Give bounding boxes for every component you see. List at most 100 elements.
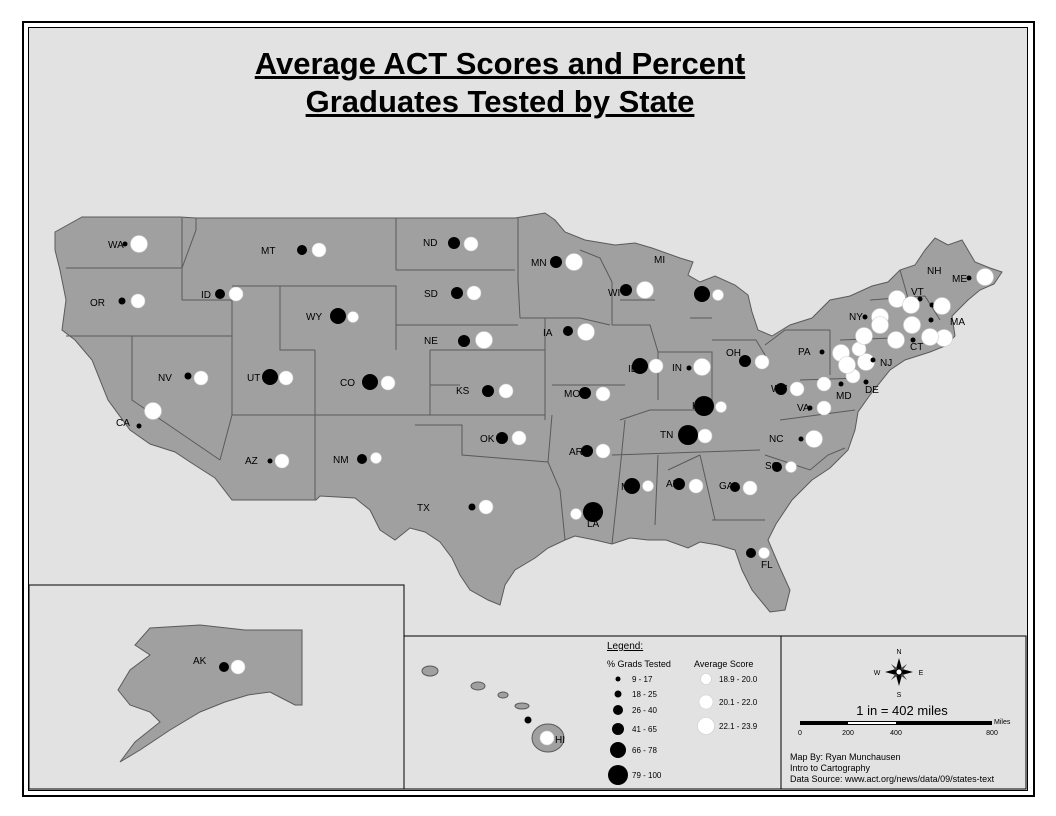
tested-symbol-ga — [730, 482, 740, 492]
tested-symbol-il — [632, 358, 648, 374]
tested-symbol-tx — [468, 503, 476, 511]
score-symbol-ga — [742, 480, 758, 496]
tested-symbol-tn — [678, 425, 698, 445]
scale-tick-200: 200 — [842, 730, 854, 737]
score-symbol-ok — [511, 430, 527, 446]
tested-symbol-me — [966, 275, 972, 281]
state-label-mi: MI — [654, 255, 665, 266]
score-symbol-mn — [565, 253, 583, 271]
legend-score-label-1: 18.9 - 20.0 — [719, 675, 758, 684]
tested-symbol-sd — [451, 287, 463, 299]
score-symbol-wv — [789, 381, 805, 397]
state-label-vt: VT — [911, 287, 924, 298]
legend-grads-symbol-3 — [613, 705, 623, 715]
state-label-tn: TN — [660, 430, 673, 441]
tested-symbol-va — [807, 405, 813, 411]
tested-symbol-fl — [746, 548, 756, 558]
score-symbol-sd — [466, 285, 482, 301]
tested-symbol-md — [838, 381, 844, 387]
tested-symbol-mn — [550, 256, 562, 268]
state-label-wa: WA — [108, 240, 124, 251]
alaska-shape — [117, 624, 303, 763]
legend-grads-header: % Grads Tested — [607, 659, 671, 669]
score-symbol-nd — [463, 236, 479, 252]
state-label-nc: NC — [769, 434, 783, 445]
north-arrow-icon: N S E W — [874, 649, 924, 699]
score-symbol-mt — [311, 242, 327, 258]
score-symbol-northeast-6 — [933, 297, 951, 315]
score-symbol-az — [274, 453, 290, 469]
state-label-de: DE — [865, 385, 879, 396]
tested-symbol-ak — [219, 662, 229, 672]
state-label-tx: TX — [417, 503, 430, 514]
tested-symbol-or — [118, 297, 126, 305]
tested-symbol-nd — [448, 237, 460, 249]
state-label-az: AZ — [245, 456, 258, 467]
state-symbols — [118, 235, 994, 746]
state-label-ut: UT — [247, 373, 260, 384]
score-symbol-al — [688, 478, 704, 494]
tested-symbol-wi — [620, 284, 632, 296]
score-symbol-nh — [902, 296, 920, 314]
score-symbol-in — [693, 358, 711, 376]
state-label-id: ID — [201, 290, 211, 301]
compass-n: N — [896, 649, 901, 656]
score-symbol-va — [816, 400, 832, 416]
compass-e: E — [919, 670, 924, 677]
scale-unit: Miles — [994, 719, 1011, 726]
state-label-va: VA — [797, 403, 810, 414]
tested-symbol-id — [215, 289, 225, 299]
tested-symbol-nc — [798, 436, 804, 442]
state-label-nv: NV — [158, 373, 172, 384]
score-symbol-nv — [193, 370, 209, 386]
state-label-me: ME — [952, 274, 967, 285]
score-symbol-nc — [805, 430, 823, 448]
score-symbol-northeast-2 — [855, 327, 873, 345]
legend-grads-classes: 9 - 17 18 - 25 26 - 40 41 - 65 66 - 78 79 - 1… — [608, 675, 662, 785]
score-symbol-la — [570, 508, 582, 520]
tested-symbol-oh — [739, 355, 751, 367]
state-label-pa: PA — [798, 347, 811, 358]
tested-symbol-la — [583, 502, 603, 522]
score-symbol-wy — [347, 311, 359, 323]
score-symbol-ut — [278, 370, 294, 386]
tested-symbol-ms — [624, 478, 640, 494]
state-label-la: LA — [587, 519, 600, 530]
legend-score-symbol-2 — [698, 694, 714, 710]
legend-grads-label-1: 9 - 17 — [632, 675, 653, 684]
state-label-ne: NE — [424, 336, 438, 347]
tested-symbol-ny — [862, 314, 868, 320]
legend-grads-symbol-2 — [614, 690, 622, 698]
tested-symbol-ct — [910, 337, 916, 343]
state-label-ok: OK — [480, 434, 495, 445]
legend-grads-label-5: 66 - 78 — [632, 746, 657, 755]
credit-source: Data Source: www.act.org/news/data/09/st… — [790, 774, 995, 784]
tested-symbol-wy — [330, 308, 346, 324]
state-label-sc: SC — [765, 461, 779, 472]
state-label-sd: SD — [424, 289, 438, 300]
legend-grads-label-4: 41 - 65 — [632, 725, 657, 734]
state-label-or: OR — [90, 298, 105, 309]
state-label-in: IN — [672, 363, 682, 374]
state-label-ct: CT — [910, 342, 923, 353]
tested-symbol-ks — [482, 385, 494, 397]
tested-symbol-wa — [122, 241, 128, 247]
legend-grads-label-3: 26 - 40 — [632, 706, 657, 715]
state-label-al: AL — [666, 479, 679, 490]
legend-title: Legend: — [607, 641, 643, 652]
state-label-nd: ND — [423, 238, 437, 249]
score-symbol-ak — [230, 659, 246, 675]
score-symbol-ca — [144, 402, 162, 420]
hawaii-legend-panel — [403, 635, 782, 790]
tested-symbol-ky — [694, 396, 714, 416]
tested-symbol-vt — [917, 296, 923, 302]
tested-symbol-nj — [870, 357, 876, 363]
state-label-oh: OH — [726, 348, 741, 359]
state-label-mo: MO — [564, 389, 580, 400]
legend-grads-symbol-4 — [612, 723, 624, 735]
scale-bar: 1 in = 402 miles Miles 0 200 400 800 — [798, 703, 1011, 737]
tested-symbol-wv — [775, 383, 787, 395]
state-label-nm: NM — [333, 455, 349, 466]
legend-grads-label-6: 79 - 100 — [632, 771, 662, 780]
legend-score-label-3: 22.1 - 23.9 — [719, 722, 758, 731]
